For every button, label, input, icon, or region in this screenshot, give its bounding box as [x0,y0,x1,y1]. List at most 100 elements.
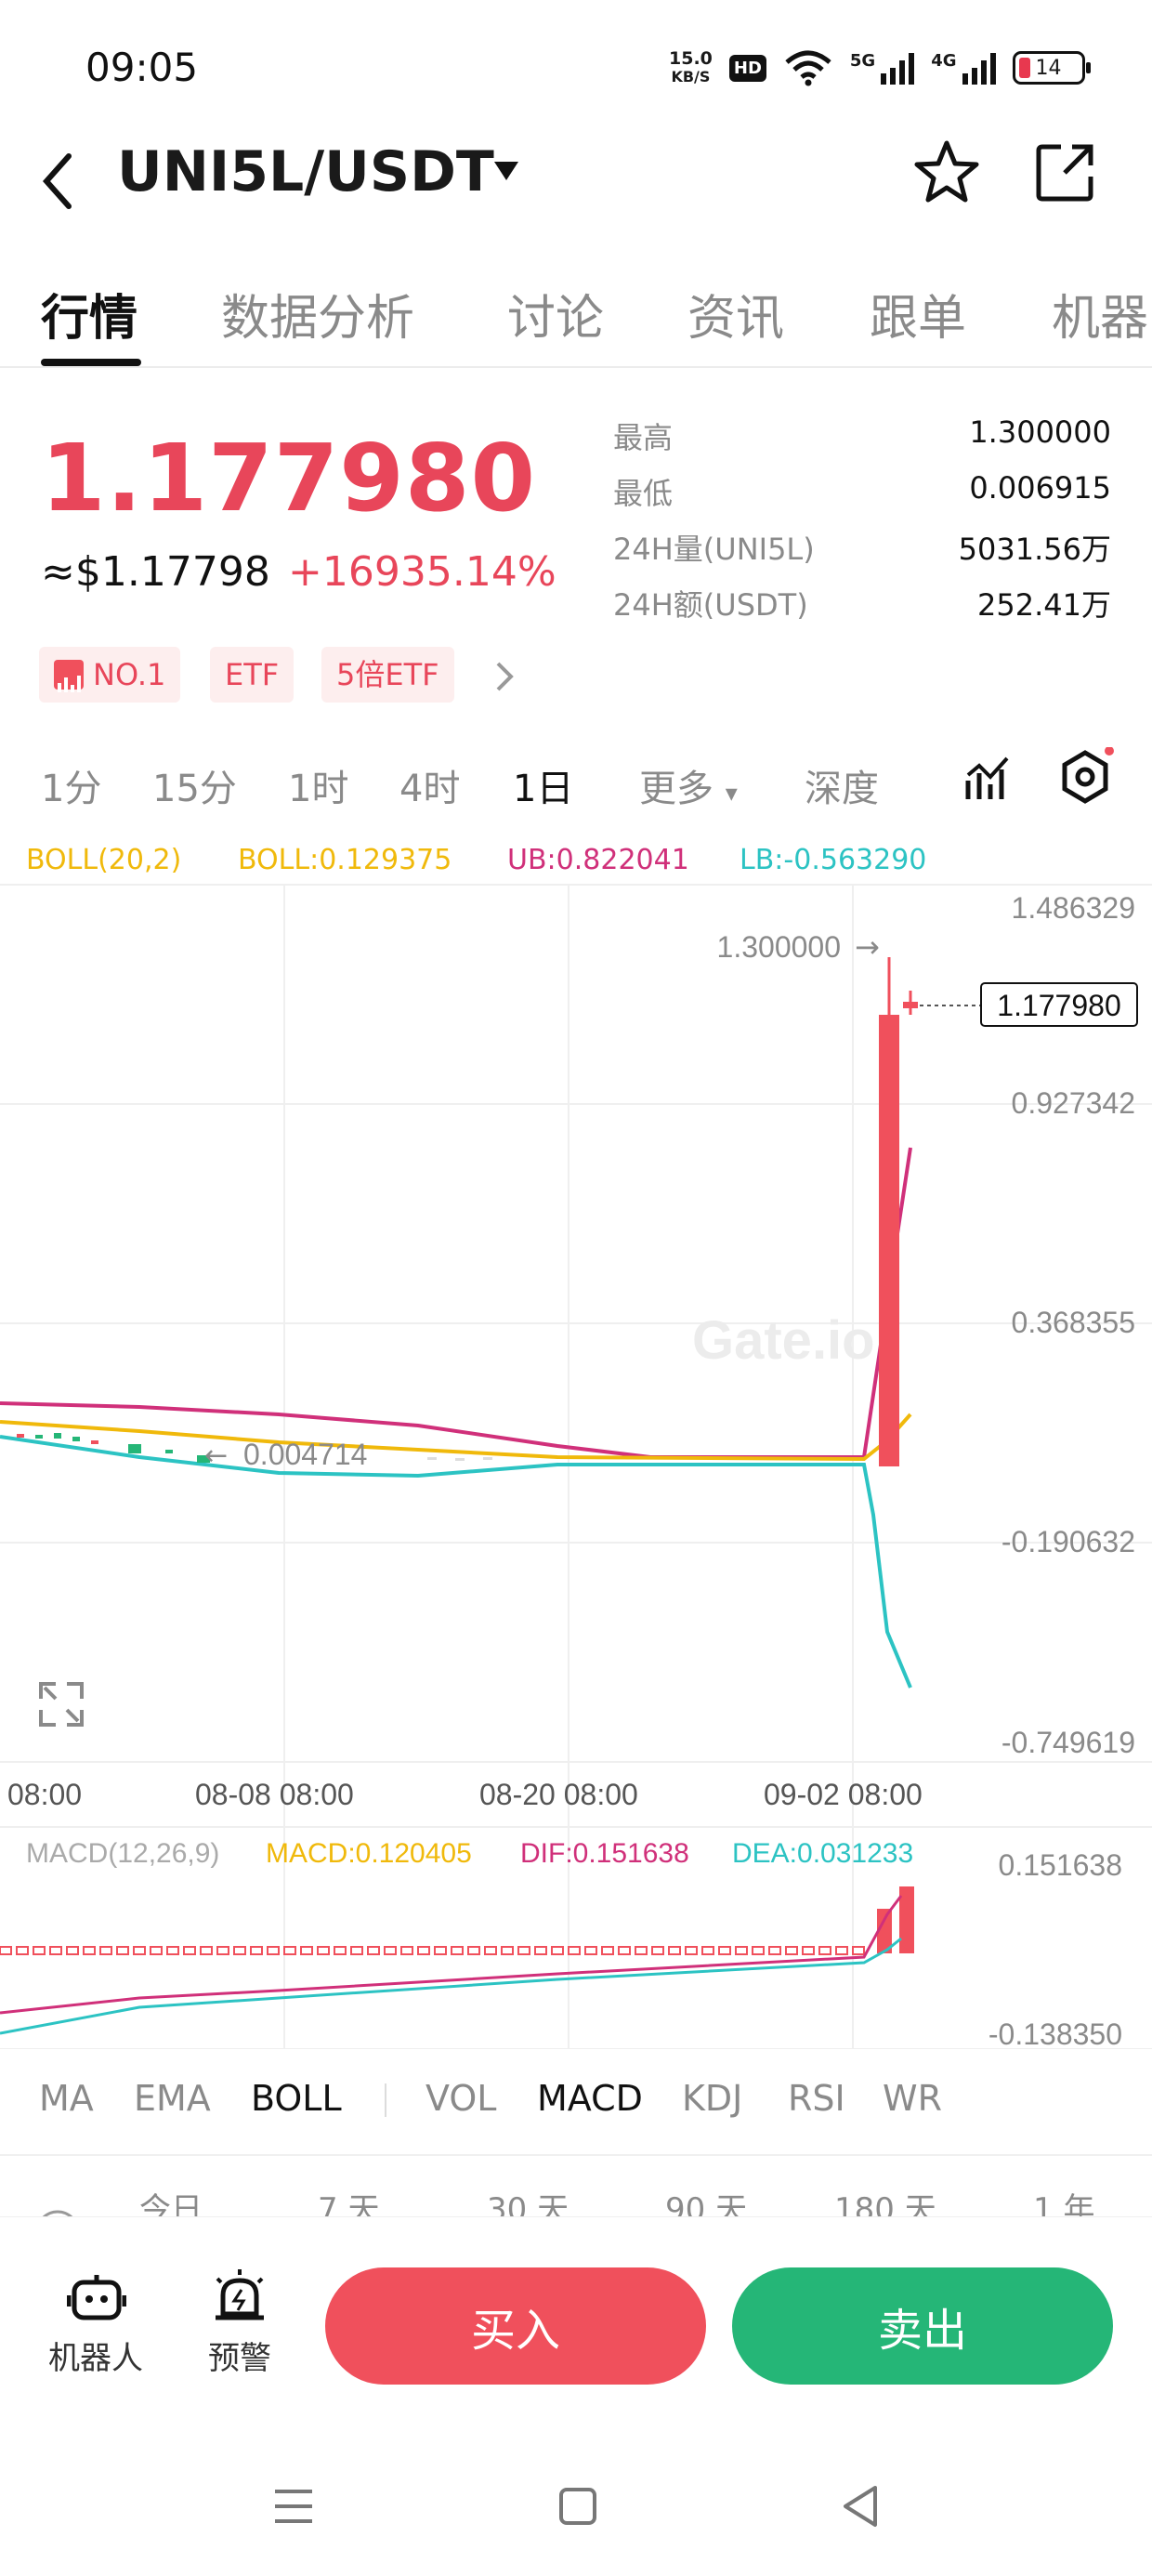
candle [54,1433,61,1439]
tf-15m[interactable]: 15分 [152,768,237,810]
robot-label[interactable]: 机器人 [48,2340,143,2377]
last-price: 1.177980 [41,424,537,532]
macd-bar [434,1946,447,1955]
macd-dif-line [0,1895,903,2015]
macd-bar [133,1946,146,1955]
macd-bar [384,1946,397,1955]
back-icon[interactable] [840,2484,881,2529]
macd-bar [534,1946,547,1955]
pair-title[interactable]: UNI5L/USDT [117,139,494,204]
share-icon[interactable] [1033,139,1098,204]
tf-1m[interactable]: 1分 [41,768,102,810]
macd-bar [334,1946,347,1955]
macd-dea-value: DEA:0.031233 [732,1838,913,1869]
macd-bar [618,1946,631,1955]
macd-bar [467,1946,480,1955]
tf-more[interactable]: 更多 ▾ [639,768,738,810]
tf-depth[interactable]: 深度 [805,768,879,810]
spike-candles [879,957,918,1466]
boll-ub-value: UB:0.822041 [507,844,689,876]
candle [72,1437,80,1441]
macd-bar [685,1946,698,1955]
back-arrow-icon[interactable] [37,149,78,214]
macd-bar [400,1946,413,1955]
y-tick: 1.486329 [1012,891,1135,925]
tf-1h[interactable]: 1时 [288,768,349,810]
macd-bar [367,1946,380,1955]
tab-data-analysis[interactable]: 数据分析 [221,291,415,347]
macd-bar [49,1946,62,1955]
star-icon[interactable] [912,138,981,206]
kline-chart[interactable]: Gate.io 1.486329 0.927342 0.368355 -0.19… [0,832,1152,2049]
price-change: +16935.14% [288,548,556,596]
macd-bar [718,1946,731,1955]
hd-badge: HD [728,54,766,82]
boll-lb-line [0,1435,912,1689]
macd-bar [601,1946,614,1955]
ind-rsi[interactable]: RSI [788,2078,845,2119]
tab-market[interactable]: 行情 [41,291,138,347]
ind-boll[interactable]: BOLL [251,2078,342,2119]
sell-button[interactable]: 卖出 [732,2267,1113,2385]
macd-bar [216,1946,229,1955]
tf-1d[interactable]: 1日 [513,768,574,810]
macd-bar [818,1946,831,1955]
high-marker-label: 1.300000 [717,930,841,964]
leverage-etf-tag[interactable]: 5倍ETF [321,647,454,703]
signal-4g-icon: 4G [931,51,996,85]
ind-ema[interactable]: EMA [134,2078,211,2119]
tab-bot[interactable]: 机器 [1052,291,1149,347]
macd-bar [250,1946,263,1955]
alert-label[interactable]: 预警 [208,2340,271,2377]
status-bar: 09:05 15.0 KB/S HD 5G 4G 14 [0,0,1152,130]
rank-tag[interactable]: NO.1 [39,647,181,703]
y-tick: -0.190632 [1001,1525,1135,1558]
ind-kdj[interactable]: KDJ [682,2078,743,2119]
chevron-right-icon[interactable] [491,658,518,695]
tf-4h[interactable]: 4时 [399,768,461,810]
triangle-down-icon[interactable] [492,158,520,182]
y-tick: 0.368355 [1012,1306,1135,1339]
indicator-divider [385,2083,386,2117]
candle [35,1435,43,1439]
macd-bar [484,1946,497,1955]
boll-label: BOLL(20,2) [26,844,182,876]
macd-bar [835,1946,848,1955]
tab-discussion[interactable]: 讨论 [507,291,605,347]
status-icons: 15.0 KB/S HD 5G 4G 14 [669,43,1091,93]
ind-ma[interactable]: MA [39,2078,94,2119]
x-axis-ticks: 08:00 08-08 08:00 08-20 08:00 09-02 08:0… [7,1778,923,1811]
settings-icon[interactable] [1055,747,1115,807]
ind-wr[interactable]: WR [883,2078,942,2119]
x-tick: 09-02 08:00 [764,1778,923,1811]
macd-bar [701,1946,714,1955]
grid [0,884,1152,2049]
boll-ub-line [0,1147,912,1459]
candle [427,1457,437,1460]
alert-icon[interactable] [210,2267,269,2323]
macd-bar [899,1886,914,1953]
ind-macd[interactable]: MACD [537,2078,643,2119]
boll-mid-value: BOLL:0.129375 [238,844,452,876]
fullscreen-icon[interactable] [39,1682,84,1727]
tab-copy-trade[interactable]: 跟单 [870,291,967,347]
home-icon[interactable] [557,2486,598,2527]
buy-button[interactable]: 买入 [325,2267,706,2385]
macd-bar [568,1946,581,1955]
ind-vol[interactable]: VOL [425,2078,497,2119]
stat-turnover-value: 252.41万 [977,587,1111,623]
macd-histogram [0,1946,865,1955]
x-tick: 08-08 08:00 [195,1778,354,1811]
macd-bar [451,1946,464,1955]
indicator-chart-icon[interactable] [962,753,1015,805]
stat-turnover-label: 24H额(USDT) [613,587,808,623]
chart-watermark: Gate.io [692,1310,875,1371]
etf-tag[interactable]: ETF [210,647,295,703]
macd-bar [852,1946,865,1955]
candle [483,1457,492,1460]
robot-icon[interactable] [67,2271,126,2323]
menu-icon[interactable] [271,2486,316,2527]
macd-bar [166,1946,179,1955]
tab-news[interactable]: 资讯 [687,291,785,347]
y-tick: -0.749619 [1001,1726,1135,1759]
